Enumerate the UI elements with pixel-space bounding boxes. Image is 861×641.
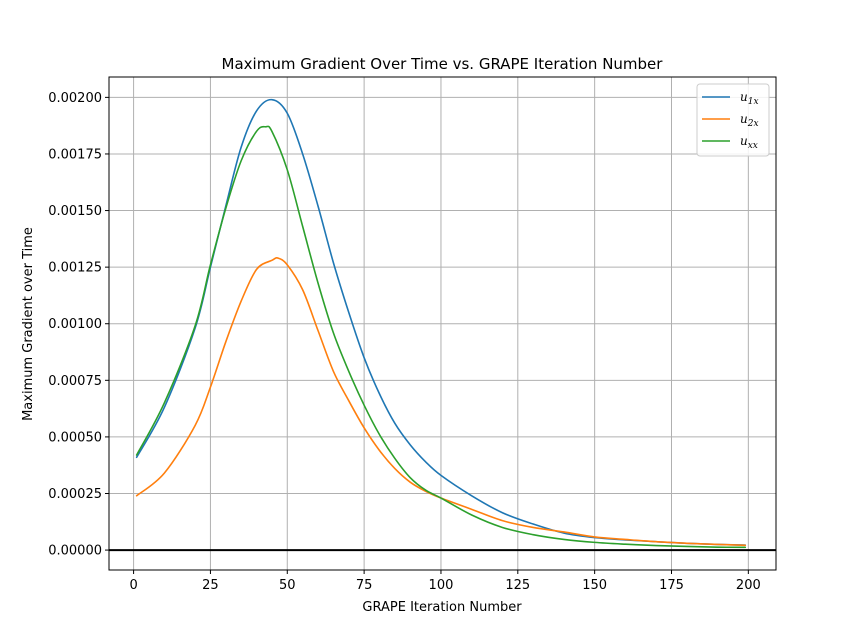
y-tick-label: 0.00050 <box>48 430 102 445</box>
legend-label: uxx <box>740 134 758 151</box>
x-tick-label: 25 <box>202 578 219 593</box>
legend-label-subscript: 2x <box>747 119 759 129</box>
y-tick-label: 0.00150 <box>48 204 102 219</box>
x-tick-label: 75 <box>356 578 373 593</box>
y-tick-label: 0.00175 <box>48 147 102 162</box>
x-tick-label: 200 <box>736 578 761 593</box>
legend-label-base: u <box>740 90 748 104</box>
axis-ticks: 0 25 50 75 100 125 150 175 200 0.00000 0.00025 0.00… <box>48 91 761 593</box>
x-tick-label: 50 <box>279 578 296 593</box>
y-axis-label: Maximum Gradient over Time <box>21 227 36 421</box>
chart-title: Maximum Gradient Over Time vs. GRAPE Ite… <box>222 55 664 73</box>
legend-box <box>696 83 770 157</box>
x-tick-label: 150 <box>582 578 607 593</box>
legend-label: u2x <box>740 112 759 129</box>
legend-label-base: u <box>740 134 748 148</box>
x-axis-label: GRAPE Iteration Number <box>362 600 522 615</box>
legend-label-base: u <box>740 112 748 126</box>
series-lines <box>135 98 747 549</box>
x-tick-label: 0 <box>129 578 137 593</box>
legend-label-subscript: 1x <box>748 97 759 107</box>
legend-label: u1x <box>740 90 759 107</box>
y-tick-label: 0.00100 <box>48 317 102 332</box>
y-tick-label: 0.00125 <box>48 261 102 276</box>
x-tick-label: 175 <box>659 578 684 593</box>
y-tick-label: 0.00000 <box>48 544 102 559</box>
x-tick-label: 100 <box>429 578 454 593</box>
series-line-u-xx <box>135 125 747 549</box>
y-tick-label: 0.00200 <box>48 91 102 106</box>
x-tick-label: 125 <box>505 578 530 593</box>
y-tick-label: 0.00025 <box>48 487 102 502</box>
y-tick-label: 0.00075 <box>48 374 102 389</box>
legend-label-subscript: xx <box>748 141 758 151</box>
series-line-u-2x <box>135 257 747 547</box>
